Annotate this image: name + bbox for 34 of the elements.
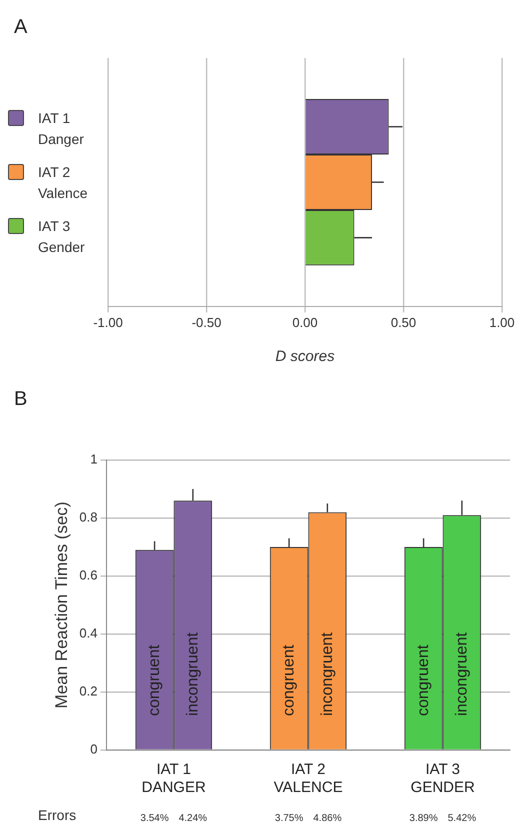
series-label: incongruent (318, 632, 336, 716)
x-tick-label: IAT 2 VALENCE (274, 761, 343, 796)
legend-label: IAT 1 Danger (38, 109, 85, 149)
text: congruent (146, 644, 163, 716)
x-tick-label: 1.00 (489, 314, 515, 330)
x-tick-label: 0.50 (390, 314, 416, 330)
x-tick-label: IAT 3 GENDER (410, 761, 475, 796)
series-label: congruent (414, 644, 432, 716)
text: 3.75% (274, 812, 304, 824)
x-axis-title: D scores (275, 348, 336, 366)
y-tick-label: 0.8 (79, 510, 98, 525)
y-tick-label: 0.4 (79, 626, 98, 641)
chart-title: A (14, 16, 28, 39)
legend-label: IAT 3 Gender (38, 217, 86, 257)
x-tick-label: 0.00 (292, 314, 318, 330)
x-tick-label: IAT 1 DANGER (142, 761, 206, 796)
x-tick-label: -1.00 (93, 314, 123, 330)
chart-title: B (14, 388, 28, 411)
text: 4.86% (313, 812, 342, 824)
y-axis-title: Mean Reaction Times (sec) (52, 502, 71, 708)
text: 4.24% (178, 812, 208, 824)
y-tick-label: 0.6 (79, 568, 98, 583)
y-tick-label: 0.2 (79, 684, 98, 699)
text: Errors (38, 806, 76, 823)
legend-label: IAT 2 Valence (38, 163, 89, 203)
y-tick-label: 0 (90, 742, 98, 757)
y-tick-label: 1 (90, 452, 98, 467)
text: congruent (280, 644, 298, 716)
text: incongruent (453, 632, 470, 716)
text: incongruent (184, 632, 202, 716)
x-tick-label: -0.50 (192, 314, 222, 330)
text: 3.54% (140, 812, 169, 824)
text: 5.42% (448, 812, 476, 824)
text: 3.89% (409, 812, 438, 824)
